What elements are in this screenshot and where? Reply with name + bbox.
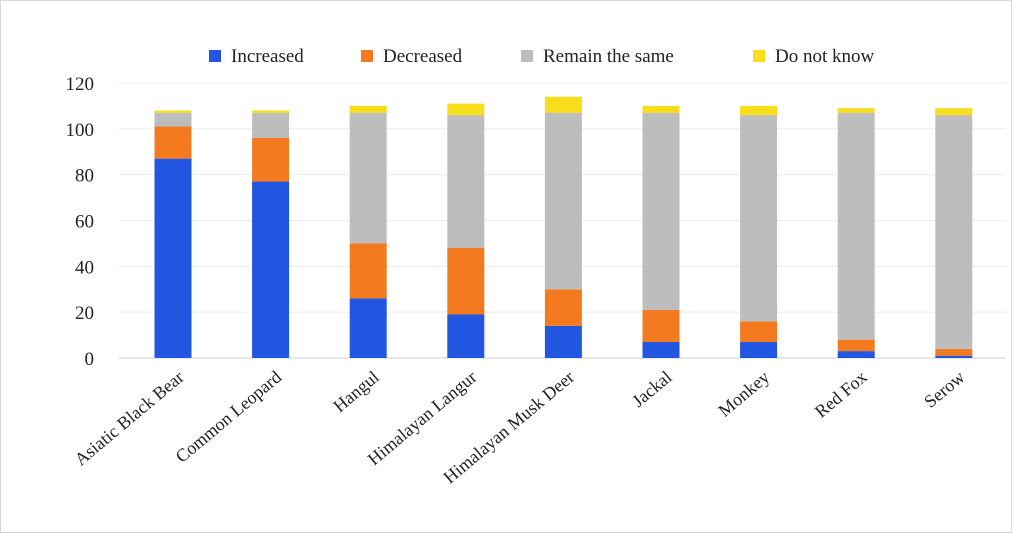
bar-serow-decreased	[935, 348, 973, 356]
legend-swatch-increased	[209, 50, 221, 62]
bar-asiatic-black-bear-remain-the-same	[154, 112, 192, 127]
bar-himalayan-langur-remain-the-same	[447, 115, 485, 248]
y-tick-label-100: 100	[66, 120, 95, 141]
y-tick-label-20: 20	[75, 303, 94, 324]
bar-himalayan-musk-deer-increased	[544, 325, 582, 358]
y-tick-label-60: 60	[75, 212, 94, 233]
legend-swatch-do-not-know	[753, 50, 765, 62]
bar-common-leopard-remain-the-same	[252, 112, 290, 138]
bar-common-leopard-increased	[252, 181, 290, 358]
bar-jackal-remain-the-same	[642, 112, 680, 310]
bar-red-fox-do-not-know	[837, 108, 875, 113]
y-tick-label-0: 0	[85, 349, 95, 370]
bar-hangul-decreased	[349, 243, 387, 299]
bar-serow-do-not-know	[935, 108, 973, 116]
bar-hangul-do-not-know	[349, 105, 387, 113]
x-label-hangul: Hangul	[329, 367, 382, 416]
bar-monkey-decreased	[740, 321, 778, 342]
x-label-red-fox: Red Fox	[811, 367, 871, 422]
bar-jackal-decreased	[642, 309, 680, 342]
bar-red-fox-remain-the-same	[837, 112, 875, 340]
bar-serow-remain-the-same	[935, 115, 973, 349]
bar-asiatic-black-bear-do-not-know	[154, 110, 192, 113]
bar-himalayan-langur-increased	[447, 314, 485, 358]
bar-himalayan-langur-decreased	[447, 248, 485, 315]
legend-label-increased: Increased	[231, 46, 304, 67]
bar-common-leopard-decreased	[252, 138, 290, 182]
bar-red-fox-increased	[837, 351, 875, 358]
bar-serow-increased	[935, 355, 973, 358]
bar-hangul-increased	[349, 298, 387, 358]
bar-himalayan-langur-do-not-know	[447, 103, 485, 116]
bar-asiatic-black-bear-increased	[154, 158, 192, 358]
x-label-asiatic-black-bear: Asiatic Black Bear	[71, 367, 188, 470]
x-label-monkey: Monkey	[714, 367, 773, 421]
y-tick-label-40: 40	[75, 257, 94, 278]
y-axis-ticks: 0 20 40 60 80 100 120	[66, 74, 95, 370]
bar-asiatic-black-bear-decreased	[154, 126, 192, 159]
bar-himalayan-musk-deer-remain-the-same	[544, 112, 582, 290]
y-tick-label-80: 80	[75, 166, 94, 187]
legend-label-remain-the-same: Remain the same	[543, 46, 674, 67]
x-label-serow: Serow	[920, 367, 968, 412]
bar-red-fox-decreased	[837, 339, 875, 352]
bar-monkey-remain-the-same	[740, 115, 778, 322]
bar-jackal-increased	[642, 341, 680, 358]
x-label-jackal: Jackal	[628, 367, 675, 411]
bar-monkey-do-not-know	[740, 105, 778, 116]
legend-label-decreased: Decreased	[383, 46, 463, 67]
bar-common-leopard-do-not-know	[252, 110, 290, 113]
bar-himalayan-musk-deer-decreased	[544, 289, 582, 326]
bar-himalayan-musk-deer-do-not-know	[544, 96, 582, 113]
legend-swatch-remain-the-same	[521, 50, 533, 62]
bars	[154, 96, 973, 358]
y-tick-label-120: 120	[66, 74, 95, 95]
bar-monkey-increased	[740, 341, 778, 358]
x-label-common-leopard: Common Leopard	[172, 367, 286, 467]
bar-hangul-remain-the-same	[349, 112, 387, 244]
legend-label-do-not-know: Do not know	[775, 46, 875, 67]
legend: Increased Decreased Remain the same Do not …	[209, 46, 875, 67]
legend-swatch-decreased	[361, 50, 373, 62]
bar-jackal-do-not-know	[642, 105, 680, 113]
